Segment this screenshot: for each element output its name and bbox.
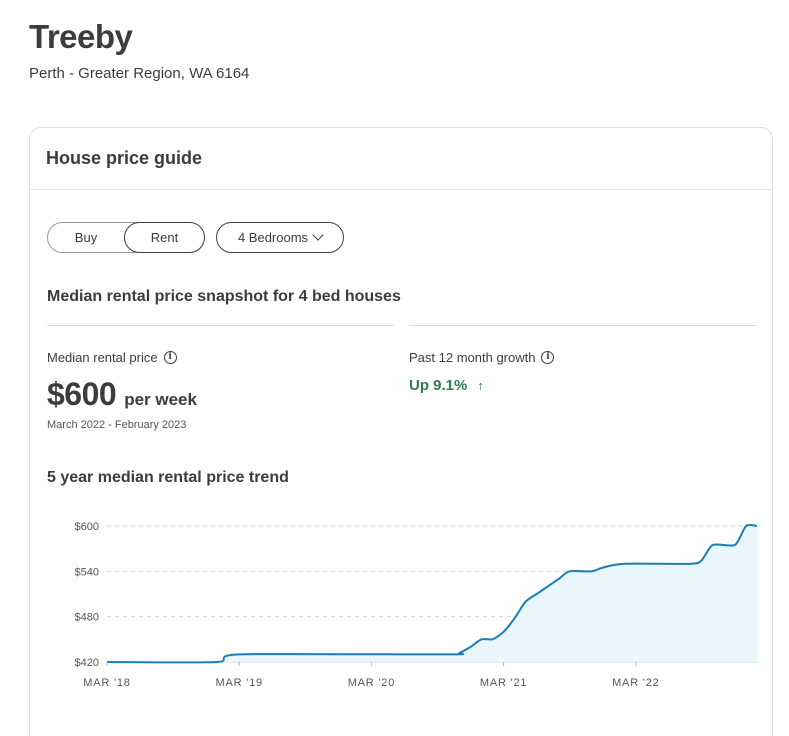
median-rental-label-text: Median rental price <box>47 350 158 365</box>
growth-label: Past 12 month growth i <box>409 350 555 365</box>
chart-y-axis: $600 $540 $480 $420 <box>75 521 99 669</box>
divider <box>47 325 394 326</box>
growth-value: Up 9.1% ↑ <box>409 377 484 394</box>
y-tick-label: $420 <box>75 657 99 669</box>
x-tick-label: MAR '19 <box>215 677 262 689</box>
x-tick-label: MAR '21 <box>480 677 527 689</box>
card-header: House price guide <box>30 128 772 190</box>
median-price-value: $600 <box>47 376 117 412</box>
buy-toggle-button[interactable]: Buy <box>74 230 98 245</box>
y-tick-label: $600 <box>75 521 99 533</box>
median-price-unit: per week <box>124 390 197 409</box>
x-tick-label: MAR '20 <box>348 677 395 689</box>
bedrooms-dropdown[interactable]: 4 Bedrooms <box>216 222 344 253</box>
trend-title: 5 year median rental price trend <box>47 469 289 486</box>
rent-toggle-button[interactable]: Rent <box>124 222 205 253</box>
median-rental-label: Median rental price i <box>47 350 177 365</box>
y-tick-label: $480 <box>75 612 99 624</box>
median-price-period: March 2022 - February 2023 <box>47 419 187 431</box>
chart-area-fill <box>107 524 757 663</box>
chart-x-axis: MAR '18 MAR '19 MAR '20 MAR '21 MAR '22 <box>83 662 659 689</box>
rental-trend-chart: $600$540$480$420 MAR '18 MAR '19 MAR '20 MA… <box>75 521 758 689</box>
buy-rent-toggle: Buy Rent <box>47 222 205 253</box>
snapshot-title: Median rental price snapshot for 4 bed h… <box>47 288 401 305</box>
x-tick-label: MAR '18 <box>83 677 130 689</box>
growth-label-text: Past 12 month growth <box>409 350 536 365</box>
divider <box>409 325 757 326</box>
bedrooms-label: 4 Bedrooms <box>237 230 309 245</box>
arrow-up-icon: ↑ <box>477 378 484 393</box>
info-icon[interactable]: i <box>163 351 177 364</box>
chart-series-line <box>106 523 758 664</box>
growth-value-text: Up 9.1% <box>409 377 468 394</box>
info-icon[interactable]: i <box>541 351 555 364</box>
suburb-region: Perth - Greater Region, WA 6164 <box>29 65 250 82</box>
suburb-title: Treeby <box>29 18 133 55</box>
house-price-guide-card: House price guide Buy Rent 4 Bedrooms Me… <box>29 127 773 736</box>
card-title: House price guide <box>46 148 203 168</box>
y-tick-label: $540 <box>75 566 99 578</box>
x-tick-label: MAR '22 <box>612 677 659 689</box>
median-price: $600 per week <box>47 376 197 413</box>
